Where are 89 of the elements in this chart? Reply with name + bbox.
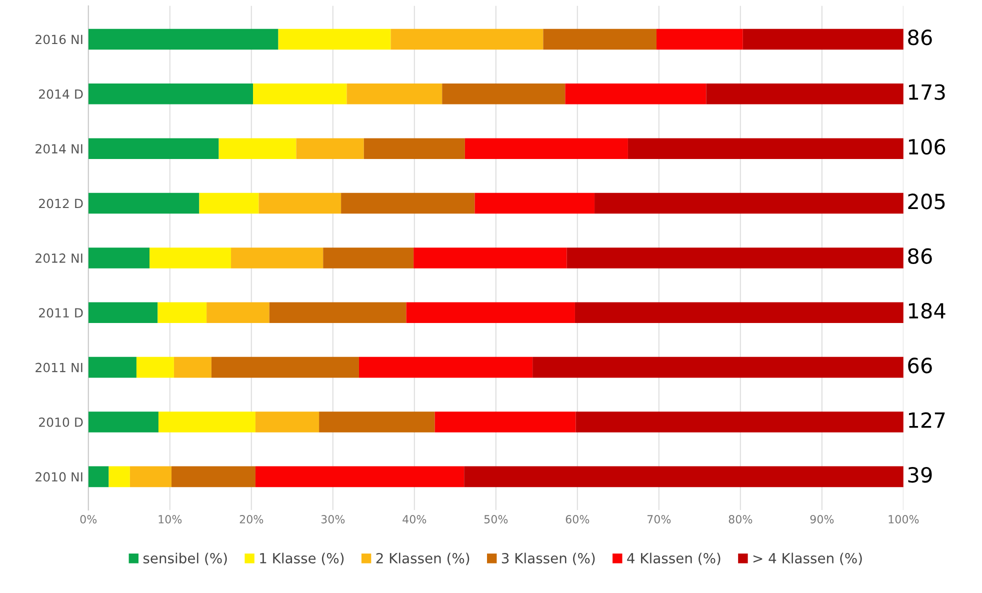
bar <box>543 28 656 50</box>
bar <box>88 356 136 378</box>
bar <box>174 356 212 378</box>
bar <box>464 466 904 488</box>
bar <box>130 466 172 488</box>
bar <box>158 412 256 432</box>
text: 39 <box>908 466 932 483</box>
bar <box>628 138 904 159</box>
x-tick-label: 40% <box>402 515 426 524</box>
bar <box>341 192 475 214</box>
legend-label: 1 Klasse (%) <box>260 552 344 566</box>
y-tick-label: 2016 NI <box>36 34 82 44</box>
bar <box>158 302 207 324</box>
y-tick-label: 2012 NI <box>36 253 82 263</box>
bar <box>323 248 414 268</box>
bar <box>414 248 567 268</box>
bar <box>474 192 595 214</box>
y-tick-label: 2014 D <box>39 89 83 99</box>
bar <box>88 138 219 159</box>
bar <box>206 302 270 324</box>
x-tick-label: 30% <box>321 515 345 524</box>
bar <box>231 248 324 268</box>
bar <box>566 248 904 268</box>
bar <box>269 302 406 324</box>
y-tick-label: 2011 NI <box>36 362 82 372</box>
bar <box>258 192 342 214</box>
x-tick-label: 0% <box>80 515 97 524</box>
bar <box>88 28 278 50</box>
bar <box>218 138 296 159</box>
bar <box>565 84 706 104</box>
bar <box>88 412 158 432</box>
y-tick-label: 2014 NI <box>36 144 82 154</box>
bar <box>706 84 904 104</box>
legend-label: 3 Klassen (%) <box>502 552 595 566</box>
bar <box>364 138 465 159</box>
y-tick-label: 2012 D <box>39 198 83 208</box>
bar <box>532 356 904 378</box>
bar <box>255 466 464 488</box>
x-tick-label: 50% <box>484 515 508 524</box>
bar <box>211 356 359 378</box>
bar <box>390 28 544 50</box>
bar <box>253 84 347 104</box>
bar <box>199 192 259 214</box>
bar <box>88 248 150 268</box>
text: 86 <box>908 30 932 46</box>
bar <box>296 138 364 159</box>
text: 127 <box>908 412 945 428</box>
legend-label: sensibel (%) <box>143 552 227 566</box>
legend-label: 2 Klassen (%) <box>376 552 470 566</box>
legend-label: > 4 Klassen (%) <box>753 552 862 566</box>
bar <box>656 28 743 50</box>
x-tick-label: 100% <box>888 515 919 524</box>
bar <box>108 466 130 488</box>
x-tick-label: 20% <box>240 515 264 524</box>
bar <box>136 356 174 378</box>
bar <box>172 466 256 488</box>
bar <box>742 28 904 50</box>
bar <box>255 412 320 432</box>
bar <box>434 412 576 432</box>
bar <box>88 466 109 488</box>
bar <box>594 192 904 214</box>
bar <box>574 302 904 324</box>
text: 184 <box>908 302 946 319</box>
x-tick-label: 70% <box>647 515 671 524</box>
bar <box>319 412 435 432</box>
bar <box>406 302 575 324</box>
x-tick-label: 10% <box>158 515 182 524</box>
bar <box>150 248 232 268</box>
y-tick-label: 2010 D <box>39 417 83 427</box>
text: 205 <box>908 194 945 210</box>
bar <box>464 138 628 159</box>
bar <box>358 356 533 378</box>
bar <box>278 28 391 50</box>
x-tick-label: 80% <box>728 515 752 524</box>
bar <box>346 84 442 104</box>
x-tick-label: 60% <box>566 515 590 524</box>
y-tick-label: 2010 NI <box>36 472 82 482</box>
bar <box>576 412 904 432</box>
bar <box>88 84 254 104</box>
bar <box>88 302 158 324</box>
legend-label: 4 Klassen (%) <box>627 552 720 566</box>
bar <box>442 84 566 104</box>
y-tick-label: 2011 D <box>39 308 83 318</box>
text: 173 <box>908 84 945 100</box>
bar <box>88 192 200 214</box>
text: 86 <box>908 248 932 264</box>
x-tick-label: 90% <box>810 515 834 524</box>
text: 106 <box>908 138 946 155</box>
text: 66 <box>908 358 932 374</box>
